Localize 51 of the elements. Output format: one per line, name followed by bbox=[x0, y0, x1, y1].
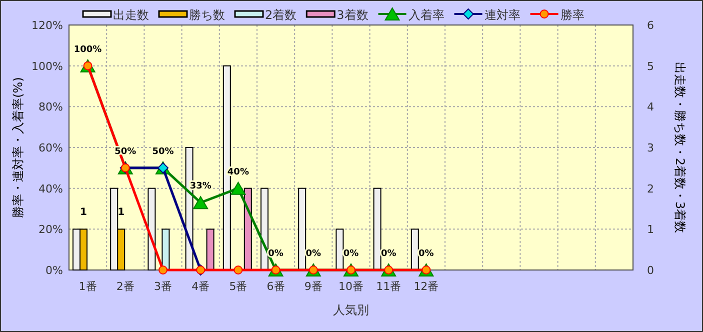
y-tick-label: 120% bbox=[32, 19, 63, 32]
y2-tick-label: 5 bbox=[647, 60, 654, 73]
y-tick-label: 40% bbox=[38, 182, 63, 196]
y2-tick-label: 6 bbox=[647, 19, 654, 32]
y-axis-title: 勝率・連対率・入着率(%) bbox=[11, 77, 25, 218]
bar bbox=[336, 228, 344, 270]
x-tick-label: 3番 bbox=[154, 280, 172, 293]
x-tick-label: 10番 bbox=[338, 280, 364, 293]
bar bbox=[260, 188, 268, 270]
data-label: 50% bbox=[152, 146, 174, 157]
bar bbox=[244, 188, 252, 270]
x-tick-label: 11番 bbox=[376, 280, 402, 293]
y2-tick-label: 2 bbox=[647, 182, 654, 196]
y2-tick-label: 0 bbox=[647, 264, 654, 277]
legend-label: 出走数 bbox=[113, 8, 149, 22]
y-tick-label: 80% bbox=[38, 100, 63, 114]
data-label: 0% bbox=[418, 249, 434, 259]
x-tick-label: 9番 bbox=[304, 280, 322, 293]
data-label: 0% bbox=[380, 249, 396, 259]
y2-tick-label: 1 bbox=[647, 223, 654, 236]
x-tick-label: 2番 bbox=[116, 280, 134, 293]
y-tick-label: 60% bbox=[38, 142, 63, 154]
y2-tick-label: 3 bbox=[647, 142, 654, 154]
legend-label: 勝率 bbox=[560, 8, 584, 22]
y2-axis-title: 出走数・勝ち数・2着数・3着数 bbox=[673, 62, 687, 234]
x-tick-label: 1番 bbox=[78, 280, 97, 293]
bar bbox=[298, 188, 306, 270]
legend-label: 勝ち数 bbox=[189, 8, 225, 22]
data-label: 0% bbox=[306, 249, 322, 259]
y-tick-label: 20% bbox=[38, 223, 63, 236]
bar bbox=[373, 188, 382, 270]
legend-label: 連対率 bbox=[484, 8, 520, 22]
x-tick-label: 4番 bbox=[192, 280, 210, 293]
y-tick-label: 0% bbox=[46, 264, 63, 277]
data-label: 0% bbox=[343, 249, 359, 259]
x-tick-label: 5番 bbox=[229, 280, 248, 293]
x-tick-label: 12番 bbox=[414, 280, 439, 293]
y2-tick-label: 4 bbox=[647, 100, 654, 114]
bar bbox=[148, 188, 156, 270]
data-label: 100% bbox=[74, 44, 102, 55]
legend-label: 3着数 bbox=[336, 8, 368, 22]
data-label: 1 bbox=[80, 207, 88, 218]
x-axis-title: 人気別 bbox=[333, 303, 369, 317]
bar bbox=[410, 228, 419, 270]
legend-label: 入着率 bbox=[408, 8, 444, 22]
bar bbox=[206, 228, 214, 270]
data-label: 1 bbox=[118, 207, 125, 218]
y-tick-label: 100% bbox=[32, 60, 63, 73]
bar bbox=[110, 188, 118, 270]
legend-label: 2着数 bbox=[265, 8, 297, 22]
x-tick-label: 6番 bbox=[266, 280, 285, 293]
